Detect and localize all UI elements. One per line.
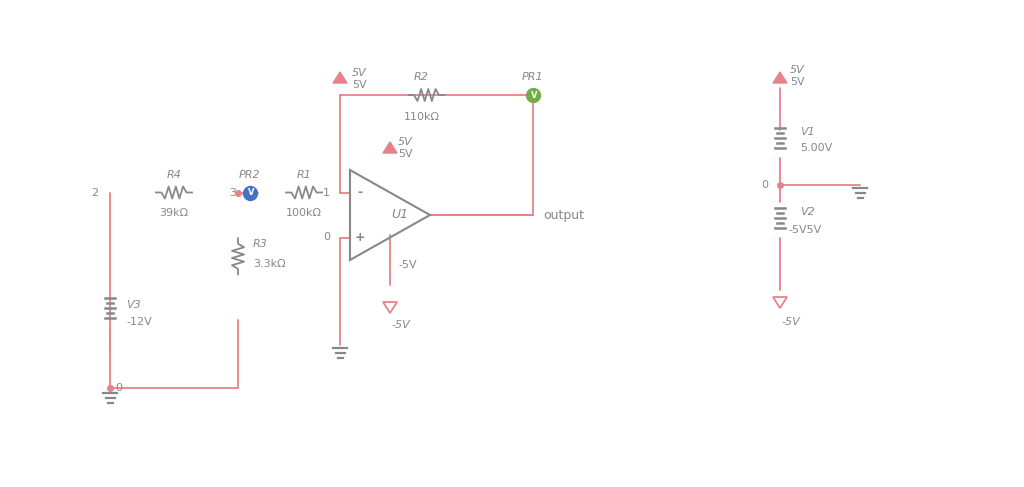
- Text: 2: 2: [91, 187, 98, 198]
- Text: V2: V2: [800, 207, 815, 217]
- Text: +: +: [354, 231, 366, 244]
- Polygon shape: [383, 142, 397, 153]
- Text: 0: 0: [761, 180, 768, 190]
- Polygon shape: [773, 72, 787, 83]
- Text: 0: 0: [323, 232, 330, 243]
- Text: -5V5V: -5V5V: [788, 225, 821, 235]
- Text: V1: V1: [800, 127, 815, 137]
- Text: 3.3kΩ: 3.3kΩ: [253, 259, 286, 269]
- Text: U1: U1: [391, 208, 409, 222]
- Text: R3: R3: [253, 239, 268, 249]
- Text: -5V: -5V: [392, 320, 411, 330]
- Text: -12V: -12V: [126, 317, 152, 327]
- Text: R2: R2: [414, 72, 429, 82]
- Text: PR2: PR2: [240, 169, 261, 180]
- Text: 5V: 5V: [352, 68, 367, 78]
- Text: R1: R1: [297, 169, 311, 180]
- Text: 3: 3: [229, 187, 236, 198]
- Text: 1: 1: [323, 187, 330, 198]
- Text: R4: R4: [167, 169, 181, 180]
- Text: V: V: [248, 188, 254, 197]
- Text: output: output: [543, 208, 584, 222]
- Text: -: -: [357, 186, 362, 199]
- Text: 5.00V: 5.00V: [800, 143, 833, 153]
- Text: 0: 0: [115, 383, 122, 393]
- Text: 5V: 5V: [790, 65, 805, 75]
- Text: 100kΩ: 100kΩ: [286, 207, 322, 218]
- Text: V3: V3: [126, 300, 140, 310]
- Text: 39kΩ: 39kΩ: [160, 207, 188, 218]
- Polygon shape: [333, 72, 347, 83]
- Text: -5V: -5V: [782, 317, 801, 327]
- Text: 110kΩ: 110kΩ: [403, 112, 439, 122]
- Text: V: V: [530, 91, 538, 99]
- Text: 5V: 5V: [352, 80, 367, 90]
- Text: 5V: 5V: [790, 77, 805, 87]
- Text: 5V: 5V: [398, 137, 413, 147]
- Text: PR1: PR1: [522, 72, 544, 82]
- Text: 5V: 5V: [398, 149, 413, 159]
- Text: -5V: -5V: [398, 260, 417, 270]
